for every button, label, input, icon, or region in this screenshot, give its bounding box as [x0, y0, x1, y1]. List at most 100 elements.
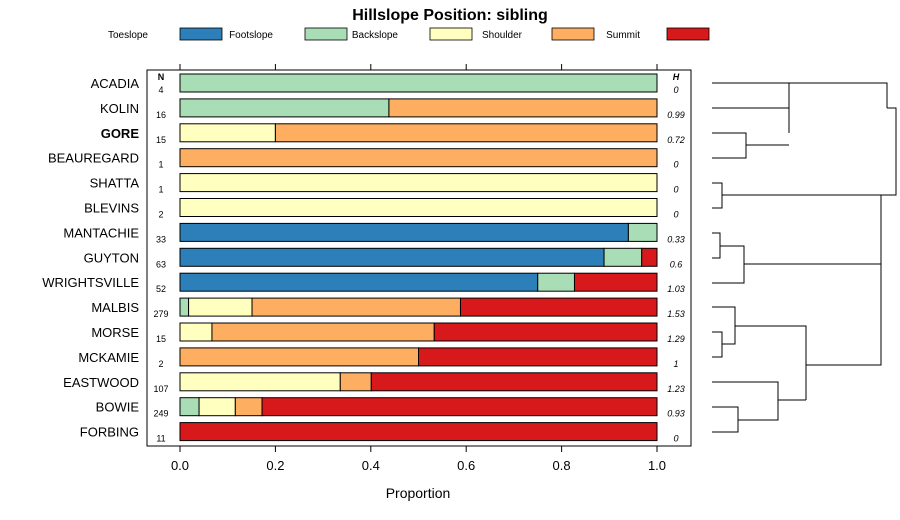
bar-segment-backslope: [179, 198, 658, 217]
bar-segment-footslope: [179, 297, 190, 317]
h-value: 0.6: [670, 259, 683, 269]
bar-segment-toeslope: [179, 272, 539, 292]
h-value: 1: [673, 359, 678, 369]
bar-row: FORBING 11 0: [80, 422, 679, 444]
row-label: BEAUREGARD: [48, 151, 139, 166]
bar-segment-backslope: [179, 173, 658, 193]
x-tick-label: 0.6: [457, 458, 475, 473]
dendrogram-branch: [722, 107, 897, 196]
legend-label-shoulder: Shoulder: [482, 30, 523, 41]
legend-label-summit: Summit: [606, 30, 640, 41]
bar-segment-summit: [641, 247, 658, 267]
bar-segment-shoulder: [179, 347, 419, 367]
legend-label-footslope: Footslope: [229, 30, 273, 41]
bar-row: MANTACHIE 33 0.33: [63, 222, 685, 244]
bar-segment-summit: [459, 297, 658, 317]
bar-segment-backslope: [179, 322, 213, 342]
dendrogram-branch: [806, 194, 896, 366]
n-value: 1: [158, 185, 163, 195]
n-value: 107: [153, 384, 168, 394]
legend-swatch-shoulder: [551, 27, 595, 41]
h-value: 0: [673, 85, 678, 95]
row-label: EASTWOOD: [63, 375, 139, 390]
h-column-header: H: [673, 72, 680, 82]
n-value: 16: [156, 110, 166, 120]
bar-segment-summit: [418, 347, 658, 367]
x-tick-label: 0.0: [171, 458, 189, 473]
dendrogram-branch: [712, 406, 739, 433]
row-label: MCKAMIE: [78, 350, 139, 365]
row-label: ACADIA: [91, 76, 140, 91]
bar-row: GORE 15 0.72: [101, 123, 685, 145]
bar-segment-summit: [433, 322, 658, 342]
bar-row: WRIGHTSVILLE 52 1.03: [42, 272, 685, 294]
n-value: 249: [153, 409, 168, 419]
n-value: 11: [156, 434, 165, 444]
bar-segment-shoulder: [274, 123, 658, 143]
dendrogram: [712, 82, 897, 433]
row-label: KOLIN: [100, 101, 139, 116]
legend-swatch-summit: [666, 27, 710, 41]
n-column-header: N: [158, 72, 165, 82]
dendrogram-branch: [735, 325, 807, 400]
bar-row: GUYTON 63 0.6: [84, 247, 683, 269]
dendrogram-branch: [744, 263, 882, 365]
bar-row: KOLIN 16 0.99: [100, 98, 685, 120]
bar-segment-footslope: [179, 73, 658, 93]
x-axis: 0.0 0.2 0.4 0.6 0.8 1.0: [171, 64, 666, 473]
n-value: 52: [156, 284, 166, 294]
h-value: 0.99: [667, 110, 685, 120]
bar-segment-shoulder: [388, 98, 658, 118]
row-label: SHATTA: [90, 176, 140, 191]
h-value: 0.72: [667, 135, 685, 145]
bar-segment-backslope: [179, 123, 276, 143]
bar-segment-summit: [261, 397, 658, 417]
n-value: 63: [156, 259, 166, 269]
h-value: 0.93: [667, 409, 685, 419]
bar-row: ACADIA 4 0: [91, 73, 679, 95]
bar-segment-footslope: [179, 98, 390, 118]
bar-row: EASTWOOD 107 1.23: [63, 372, 685, 394]
x-tick-label: 0.4: [362, 458, 380, 473]
h-value: 0.33: [667, 234, 685, 244]
bar-row: SHATTA 1 0: [90, 173, 679, 195]
bar-segment-backslope: [188, 297, 253, 317]
legend-swatch-backslope: [429, 27, 473, 41]
dendrogram-branch: [712, 245, 745, 284]
n-value: 15: [156, 135, 166, 145]
row-label: MANTACHIE: [63, 225, 139, 240]
legend-swatch-toeslope: [179, 27, 223, 41]
row-label: MALBIS: [91, 300, 139, 315]
dendrogram-branch: [712, 182, 723, 209]
bar-segment-shoulder: [179, 148, 658, 168]
x-tick-label: 0.8: [553, 458, 571, 473]
n-value: 33: [156, 234, 166, 244]
dendrogram-branch: [712, 232, 721, 259]
legend-label-backslope: Backslope: [352, 30, 399, 41]
bar-segment-backslope: [179, 372, 341, 392]
bar-segment-footslope: [179, 397, 200, 417]
bar-row: BLEVINS 2 0: [84, 198, 679, 220]
bar-segment-shoulder: [339, 372, 372, 392]
bar-row: MCKAMIE 2 1: [78, 347, 679, 369]
h-value: 1.53: [667, 309, 685, 319]
bar-segment-shoulder: [211, 322, 435, 342]
n-value: 279: [153, 309, 168, 319]
bar-segment-footslope: [627, 222, 658, 242]
bar-row: BEAUREGARD 1 0: [48, 148, 679, 170]
row-label: FORBING: [80, 425, 139, 440]
h-value: 1.23: [667, 384, 685, 394]
x-axis-label: Proportion: [386, 485, 451, 501]
n-value: 2: [158, 359, 163, 369]
h-value: 0: [673, 160, 678, 170]
row-label: GORE: [101, 126, 140, 141]
bar-segment-shoulder: [234, 397, 263, 417]
bar-segment-shoulder: [251, 297, 461, 317]
dendrogram-branch: [712, 381, 779, 421]
bar-segment-footslope: [603, 247, 643, 267]
bar-segment-toeslope: [179, 222, 629, 242]
legend-label-toeslope: Toeslope: [108, 30, 148, 41]
bar-row: MALBIS 279 1.53: [91, 297, 685, 319]
bar-row: BOWIE 249 0.93: [96, 397, 685, 419]
